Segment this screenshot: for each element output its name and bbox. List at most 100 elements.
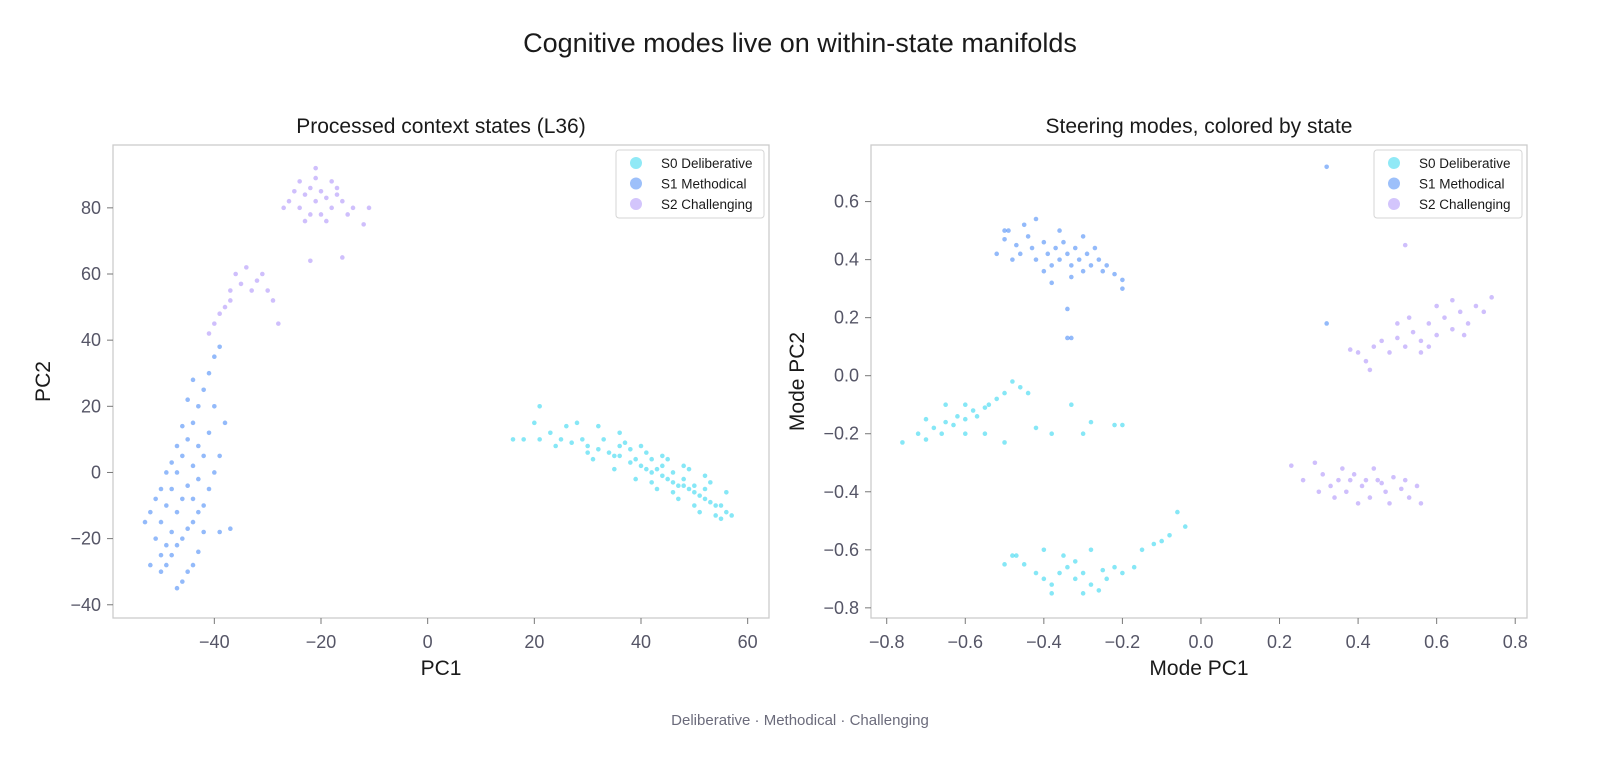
right-point [1151, 541, 1157, 547]
right-point [1072, 245, 1078, 251]
right-point [1379, 480, 1384, 486]
right-point [1328, 483, 1333, 489]
right-point [1057, 228, 1062, 233]
right-point [1072, 576, 1078, 582]
right-point [1033, 257, 1039, 262]
right-y-tick-label: 0.2 [834, 308, 859, 328]
left-point [345, 212, 350, 217]
left-point [190, 496, 196, 502]
left-point [585, 450, 590, 455]
right-point [1112, 422, 1117, 428]
left-point [692, 490, 697, 495]
left-point [537, 404, 542, 409]
left-point [281, 205, 286, 211]
left-point [649, 456, 654, 462]
right-point [943, 419, 948, 425]
left-plot-frame [112, 144, 770, 619]
right-point [1375, 477, 1381, 483]
left-point [548, 430, 553, 436]
left-point [180, 496, 185, 502]
right-point [1049, 280, 1054, 286]
left-point [702, 473, 708, 479]
right-legend-label: S1 Methodical [1419, 177, 1505, 192]
right-point [1120, 277, 1125, 283]
right-point [1112, 271, 1117, 277]
left-point [180, 453, 185, 459]
right-point [1363, 358, 1369, 364]
right-point [1033, 425, 1039, 431]
right-point [1371, 344, 1377, 349]
right-point [1383, 489, 1388, 495]
left-point [708, 499, 713, 505]
left-point [649, 480, 654, 485]
right-legend-box [1373, 149, 1523, 219]
left-point [590, 456, 596, 462]
right-point [1033, 216, 1039, 222]
right-y-tick-label: 0.4 [834, 250, 859, 270]
right-point [1021, 222, 1027, 228]
left-x-tick-label: −40 [199, 632, 230, 652]
left-point [644, 450, 649, 455]
right-point [1379, 338, 1384, 344]
left-x-tick-label: 60 [738, 632, 758, 652]
left-legend-label: S2 Challenging [661, 197, 753, 212]
right-series-1 [994, 164, 1329, 341]
right-legend-marker [1388, 177, 1400, 190]
right-point [1049, 431, 1054, 437]
left-point [212, 470, 217, 475]
left-point [654, 486, 660, 492]
figure-title: Cognitive modes live on within-state man… [523, 28, 1077, 58]
left-point [174, 443, 180, 449]
left-point [174, 509, 180, 515]
right-point [1072, 559, 1078, 564]
left-point [686, 486, 692, 492]
left-point [612, 453, 617, 459]
right-point [1041, 239, 1047, 245]
right-x-tick-label: 0.4 [1346, 632, 1371, 652]
right-point [1347, 347, 1353, 352]
right-point [955, 414, 960, 419]
right-y-axis-label: Mode PC2 [786, 332, 809, 431]
right-point [982, 431, 988, 437]
right-point [1104, 576, 1109, 582]
left-x-tick-label: 20 [524, 632, 544, 652]
left-point [276, 321, 281, 326]
left-point [222, 420, 228, 426]
left-point [153, 496, 158, 502]
right-point [943, 402, 948, 408]
right-plot-frame [870, 144, 1528, 619]
left-point [148, 509, 153, 515]
left-point [558, 437, 564, 442]
left-point [324, 218, 329, 224]
left-point [633, 476, 638, 482]
left-point [649, 470, 654, 475]
right-point [1080, 431, 1086, 437]
right-point [1426, 321, 1432, 326]
right-point [1002, 390, 1007, 396]
left-point [628, 460, 633, 465]
left-point [313, 198, 318, 204]
right-point [994, 396, 1000, 402]
right-point [1069, 263, 1074, 268]
right-point [1112, 564, 1117, 570]
left-point [308, 258, 313, 264]
left-point [302, 192, 308, 197]
right-point [1434, 332, 1439, 338]
right-point [1320, 472, 1326, 477]
right-point [1061, 239, 1066, 245]
right-point [1406, 315, 1412, 320]
left-chart-title: Processed context states (L36) [296, 115, 585, 138]
right-point [1391, 474, 1396, 480]
right-point [1025, 390, 1031, 396]
right-x-tick-label: 0.2 [1267, 632, 1292, 652]
right-point [1457, 309, 1463, 315]
left-point [169, 529, 174, 535]
left-point [676, 483, 681, 488]
right-point [1041, 268, 1047, 274]
left-point [196, 549, 201, 555]
right-point [1167, 532, 1172, 538]
right-point [1300, 477, 1306, 483]
left-point [228, 298, 233, 303]
